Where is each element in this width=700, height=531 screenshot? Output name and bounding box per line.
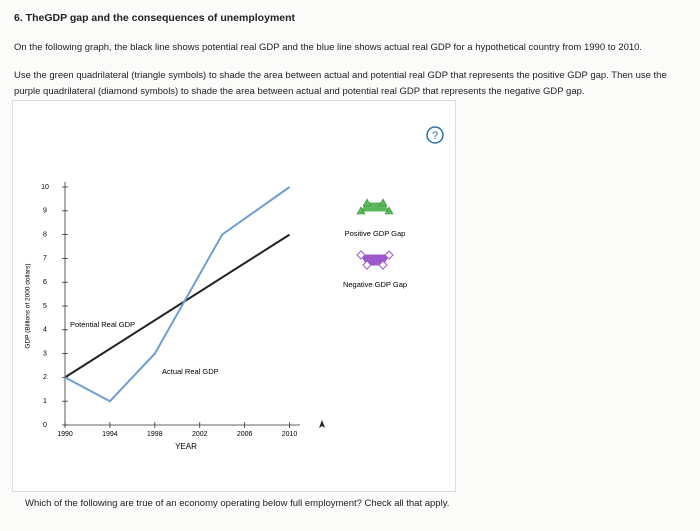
triangle-handle[interactable] — [362, 198, 372, 207]
graph-panel — [12, 100, 456, 492]
diamond-handle[interactable] — [356, 250, 366, 260]
y-axis-label: GDP (Billions of 2000 dollars) — [25, 263, 32, 348]
x-tick-label: 2006 — [237, 431, 253, 438]
diamond-handle[interactable] — [362, 260, 372, 270]
question: Which of the following are true of an ec… — [25, 498, 450, 509]
x-tick-label: 1990 — [57, 431, 73, 438]
line-label: Actual Real GDP — [162, 367, 219, 376]
y-tick-label: 7 — [43, 255, 47, 262]
series-line — [64, 186, 291, 403]
diamond-handle[interactable] — [378, 260, 388, 270]
diamond-handle[interactable] — [384, 250, 394, 260]
x-tick-label: 2002 — [192, 431, 208, 438]
instruction: On the following graph, the black line s… — [14, 42, 643, 53]
y-tick-label: 1 — [43, 398, 47, 405]
y-tick-label: 5 — [43, 303, 47, 310]
y-tick-label: 4 — [43, 327, 47, 334]
tool-label[interactable]: Negative GDP Gap — [343, 280, 407, 289]
title: 6. TheGDP gap and the consequences of un… — [14, 12, 296, 24]
triangle-handle[interactable] — [378, 198, 388, 207]
tool-label[interactable]: Positive GDP Gap — [345, 229, 406, 238]
axis-arrow — [319, 420, 325, 428]
y-tick-label: 9 — [43, 208, 47, 215]
triangle-handle[interactable] — [384, 206, 394, 215]
y-tick-label: 10 — [41, 184, 49, 191]
x-tick-label: 2010 — [282, 431, 298, 438]
x-tick-label: 1998 — [147, 431, 163, 438]
x-axis-label: YEAR — [175, 442, 197, 451]
y-tick-label: 3 — [43, 350, 47, 357]
series-line — [64, 233, 291, 379]
help-button[interactable] — [426, 126, 444, 144]
y-tick-label: 6 — [43, 279, 47, 286]
instruction: Use the green quadrilateral (triangle sy… — [14, 70, 667, 97]
y-tick-label: 2 — [43, 374, 47, 381]
y-tick-label: 0 — [43, 422, 47, 429]
y-tick-label: 8 — [43, 231, 47, 238]
triangle-handle[interactable] — [356, 206, 366, 215]
help-icon[interactable]: ? — [432, 130, 438, 142]
x-tick-label: 1994 — [102, 431, 118, 438]
line-label: Potential Real GDP — [70, 320, 135, 329]
